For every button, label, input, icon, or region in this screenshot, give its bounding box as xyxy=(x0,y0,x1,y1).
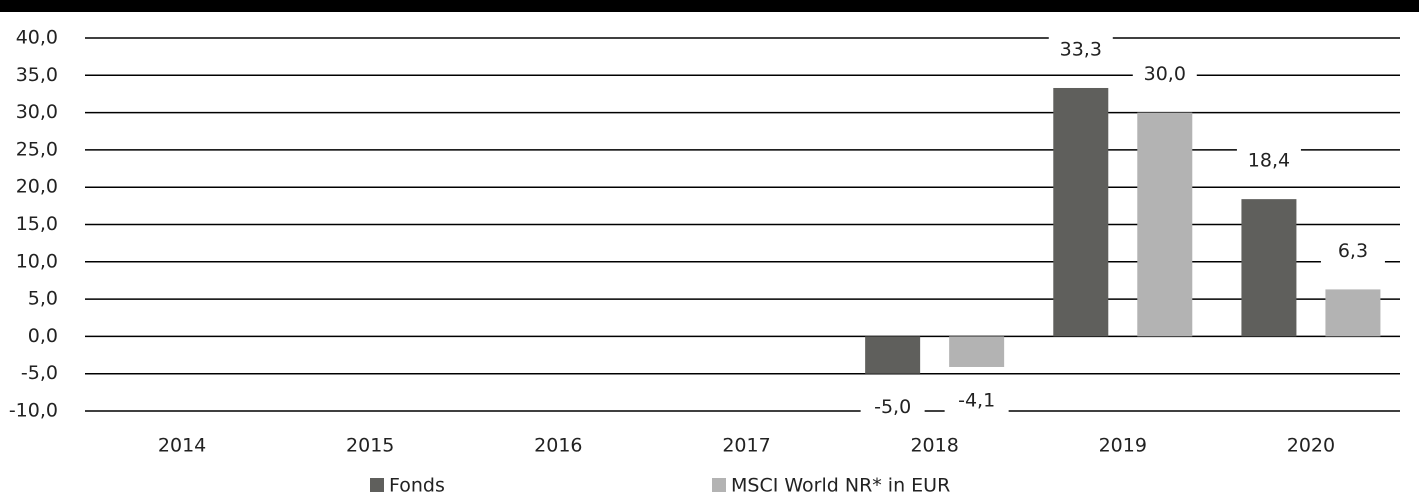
y-tick-label: -10,0 xyxy=(9,400,58,422)
y-tick-label: 25,0 xyxy=(16,138,58,160)
y-tick-label: 0,0 xyxy=(28,325,58,347)
legend-swatch xyxy=(712,478,726,492)
x-tick-label: 2016 xyxy=(534,435,582,457)
top-bar xyxy=(0,0,1419,12)
y-tick-label: 20,0 xyxy=(16,176,58,198)
bar xyxy=(1053,87,1109,337)
bar xyxy=(1241,199,1297,337)
data-label: 30,0 xyxy=(1144,63,1186,85)
data-label: -5,0 xyxy=(874,396,911,418)
bar xyxy=(1325,289,1381,337)
x-tick-label: 2019 xyxy=(1099,435,1147,457)
bar xyxy=(865,336,921,374)
label-bg xyxy=(1236,148,1301,175)
y-tick-label: 30,0 xyxy=(16,101,58,123)
y-tick-label: 35,0 xyxy=(16,64,58,86)
x-tick-label: 2015 xyxy=(346,435,394,457)
label-bg xyxy=(944,387,1009,414)
y-tick-label: 5,0 xyxy=(28,288,58,310)
x-tick-label: 2014 xyxy=(158,435,206,457)
bar xyxy=(1137,112,1193,337)
data-label: 18,4 xyxy=(1248,150,1290,172)
data-label: 6,3 xyxy=(1338,240,1368,262)
data-label: 33,3 xyxy=(1060,38,1102,60)
y-tick-label: 15,0 xyxy=(16,213,58,235)
label-bg xyxy=(1132,61,1197,88)
y-tick-label: 10,0 xyxy=(16,250,58,272)
label-bg xyxy=(860,394,925,421)
y-tick-label: -5,0 xyxy=(21,362,58,384)
x-tick-label: 2017 xyxy=(722,435,770,457)
bar xyxy=(949,336,1005,367)
x-tick-label: 2020 xyxy=(1287,435,1335,457)
legend-label: Fonds xyxy=(389,475,445,497)
label-bg xyxy=(1048,36,1113,63)
x-tick-label: 2018 xyxy=(910,435,958,457)
y-tick-label: 40,0 xyxy=(16,27,58,49)
label-bg xyxy=(1320,238,1385,265)
legend-label: MSCI World NR* in EUR xyxy=(731,475,950,497)
legend-swatch xyxy=(370,478,384,492)
data-label: -4,1 xyxy=(958,389,995,411)
